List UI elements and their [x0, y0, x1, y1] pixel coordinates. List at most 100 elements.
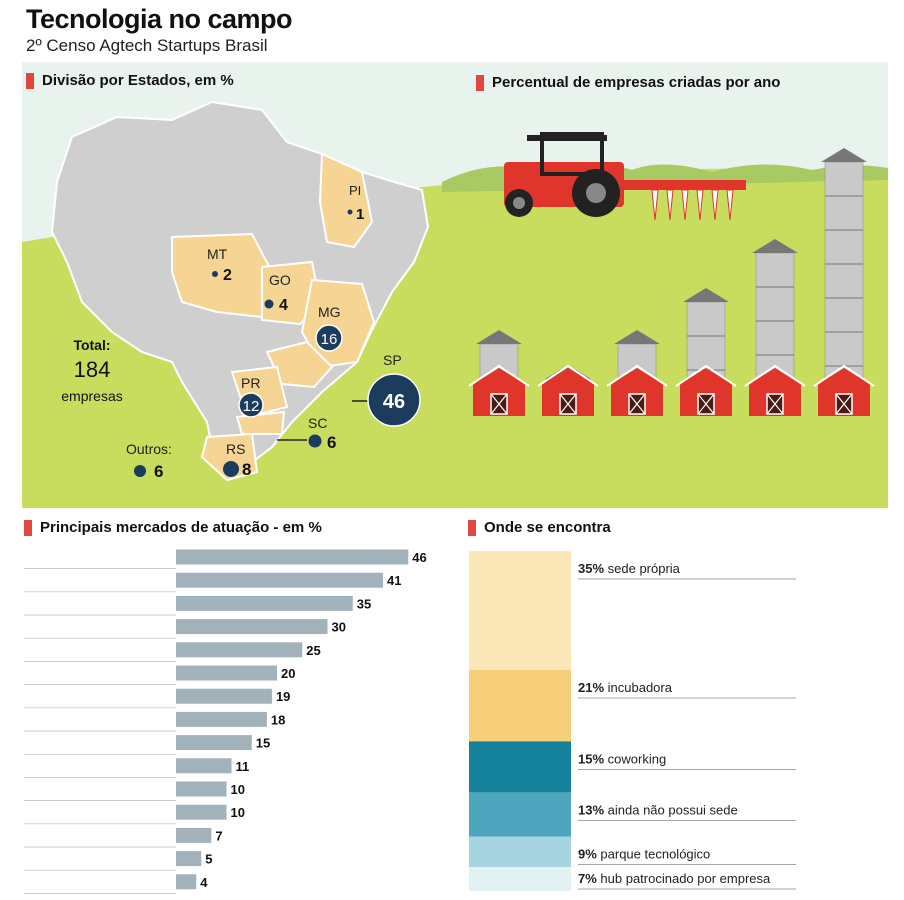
- location-label-5: 7% hub patrocinado por empresa: [578, 871, 771, 886]
- brazil-map: [50, 100, 430, 482]
- tractor-illustration: [504, 132, 746, 221]
- location-label-4: 9% parque tecnológico: [578, 847, 710, 862]
- location-segment-4: [469, 836, 571, 868]
- barn-2017: [818, 368, 870, 416]
- bubble-sp: [367, 373, 421, 427]
- years-section-title: Percentual de empresas criadas por ano: [476, 74, 780, 91]
- barn-2016: [749, 368, 801, 416]
- location-percent-1: 21%: [578, 680, 604, 695]
- top-panel: PI 1 MT 2 GO 4 MG 16 SP 46 PR 12 SC 6 RS…: [22, 62, 888, 508]
- location-category-2: coworking: [604, 751, 666, 766]
- market-bar-12: [176, 827, 212, 843]
- label-go: GO: [269, 272, 291, 288]
- barn-roof-2012: [468, 364, 530, 387]
- value-sp: 46: [383, 391, 405, 413]
- barn-roof-2017: [813, 364, 875, 387]
- tractor-rear-hub: [586, 183, 606, 203]
- location-segment-0: [469, 551, 571, 670]
- value-sc: 6: [327, 433, 336, 452]
- tractor-front-hub: [513, 197, 525, 209]
- value-mg: 16: [321, 331, 338, 348]
- tractor-plough: [624, 180, 746, 190]
- market-bar-8: [176, 735, 252, 751]
- bubble-mg: [315, 324, 343, 352]
- label-mg: MG: [318, 304, 341, 320]
- market-bar-9: [176, 758, 232, 774]
- barn-roof-2013: [537, 364, 599, 387]
- label-pi: PI: [349, 183, 361, 198]
- label-sc: SC: [308, 415, 327, 431]
- value-outros: 6: [154, 462, 163, 481]
- silo-roof-2012: [476, 330, 522, 344]
- barn-2014: [611, 368, 663, 416]
- barn-door-cross: [835, 393, 853, 415]
- label-mt: MT: [207, 246, 228, 262]
- silo-chart: [468, 148, 875, 416]
- market-value-8: 15: [256, 736, 270, 751]
- location-label-0: 35% sede própria: [578, 561, 681, 576]
- years-section-title-text: Percentual de empresas criadas por ano: [492, 74, 781, 91]
- label-rs: RS: [226, 441, 245, 457]
- states-section-title-text: Divisão por Estados, em %: [42, 72, 234, 89]
- location-category-5: hub patrocinado por empresa: [597, 871, 771, 886]
- dot-pi: [347, 209, 353, 215]
- location-percent-5: 7%: [578, 871, 597, 886]
- market-value-10: 10: [231, 782, 245, 797]
- market-value-6: 19: [276, 689, 290, 704]
- location-category-1: incubadora: [604, 680, 673, 695]
- market-bar-3: [176, 619, 328, 635]
- location-label-2: 15% coworking: [578, 751, 666, 766]
- location-section-title-text: Onde se encontra: [484, 519, 611, 536]
- section-marker: [26, 72, 34, 89]
- market-bar-5: [176, 665, 277, 681]
- location-percent-0: 35%: [578, 561, 604, 576]
- market-bar-4: [176, 642, 303, 658]
- state-pi: [318, 152, 374, 249]
- barn-door-cross: [628, 393, 646, 415]
- location-percent-3: 13%: [578, 802, 604, 817]
- market-bar-10: [176, 781, 227, 797]
- tractor-cabin: [540, 132, 604, 176]
- value-mt: 2: [223, 267, 232, 284]
- barn-2012: [473, 368, 525, 416]
- plough-tines: [651, 189, 734, 221]
- barn-door-cross: [766, 393, 784, 415]
- dot-mt: [212, 271, 218, 277]
- location-chart: 35% sede própria 21% incubadora 15% cowork…: [469, 551, 796, 891]
- location-percent-2: 15%: [578, 751, 604, 766]
- silo-roof-2017: [821, 148, 867, 162]
- barn-2013: [542, 368, 594, 416]
- section-marker: [24, 519, 32, 536]
- states-section-title: Divisão por Estados, em %: [26, 72, 234, 89]
- location-segment-2: [469, 741, 571, 793]
- market-value-7: 18: [271, 712, 285, 727]
- value-pi: 1: [356, 206, 364, 223]
- barn-2015: [680, 368, 732, 416]
- location-section-title: Onde se encontra: [468, 519, 611, 536]
- bubble-pr: [238, 392, 264, 418]
- value-rs: 8: [242, 460, 251, 479]
- label-outros: Outros:: [126, 441, 172, 457]
- market-value-12: 7: [215, 828, 222, 843]
- header: Tecnologia no campo 2º Censo Agtech Star…: [0, 0, 904, 62]
- location-percent-4: 9%: [578, 847, 597, 862]
- value-go: 4: [279, 297, 288, 314]
- state-mt: [171, 232, 274, 319]
- markets-section-title-text: Principais mercados de atuação - em %: [40, 519, 322, 536]
- barn-roof-2015: [675, 364, 737, 387]
- total-value: 184: [74, 357, 111, 382]
- location-label-3: 13% ainda não possui sede: [578, 802, 738, 817]
- market-value-3: 30: [332, 620, 346, 635]
- section-marker: [476, 74, 484, 91]
- state-rs: [200, 432, 259, 482]
- market-value-14: 4: [200, 875, 208, 890]
- bubble-rs: [223, 461, 239, 477]
- market-bar-2: [176, 595, 353, 611]
- page-title: Tecnologia no campo: [26, 4, 293, 34]
- silo-roof-2014: [614, 330, 660, 344]
- location-segment-1: [469, 670, 571, 742]
- section-marker: [468, 519, 476, 536]
- market-value-4: 25: [306, 643, 320, 658]
- tractor-roof: [527, 135, 607, 141]
